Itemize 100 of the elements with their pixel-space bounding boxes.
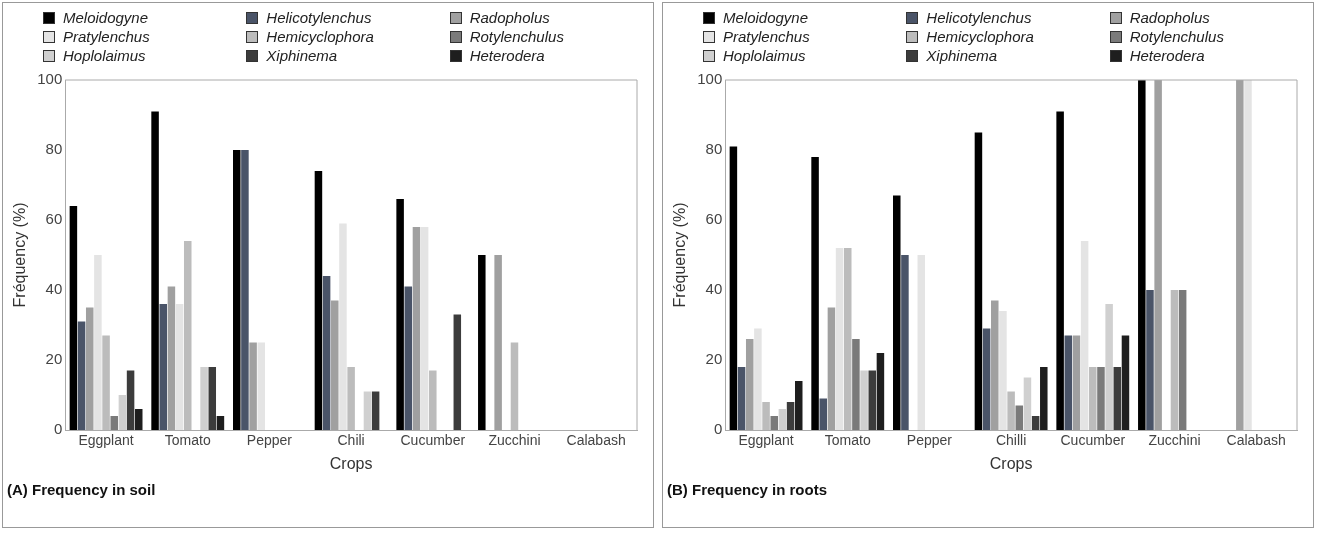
x-tick-label: Zucchini <box>1148 432 1201 449</box>
bar <box>183 241 192 430</box>
bar <box>200 367 208 430</box>
legend-label: Xiphinema <box>926 47 998 64</box>
bar <box>835 248 844 430</box>
y-tick-label: 100 <box>37 70 63 88</box>
y-tick-label: 60 <box>45 210 63 228</box>
bar <box>754 328 762 430</box>
x-axis-title: Crops <box>329 454 373 472</box>
x-tick-label: Pepper <box>906 432 953 449</box>
legend-label: Heterodera <box>469 47 545 64</box>
bar <box>762 402 770 430</box>
text: (A) Frequency in soil <box>7 481 156 499</box>
bar <box>510 342 519 430</box>
x-tick-label: Calabash <box>566 432 626 449</box>
bar <box>1040 367 1048 430</box>
x-axis-title: Crops <box>989 454 1033 472</box>
y-axis-title: Fréquency (%) <box>671 202 689 308</box>
legend-label: Hemicyclophora <box>266 28 374 45</box>
bar <box>1113 367 1122 430</box>
bar <box>134 409 143 430</box>
bar <box>1178 290 1187 430</box>
bar <box>216 416 225 430</box>
bar <box>819 398 827 430</box>
legend-label: Heterodera <box>1129 47 1205 64</box>
x-tick-label: Eggplant <box>738 432 794 449</box>
bar <box>811 157 819 430</box>
bar <box>363 391 372 430</box>
bar <box>453 314 462 430</box>
legend-label: Radopholus <box>1129 9 1210 26</box>
y-tick-label: 20 <box>45 350 63 368</box>
bar <box>429 370 437 430</box>
bar <box>396 199 404 430</box>
y-tick-label: 40 <box>705 280 723 298</box>
bar <box>786 402 795 430</box>
x-tick-label: Cucumber <box>1060 432 1126 449</box>
bar <box>77 321 86 430</box>
bar <box>1138 80 1146 430</box>
text: (B) Frequency in roots <box>667 481 828 499</box>
bar <box>102 335 110 430</box>
y-tick-label: 60 <box>705 210 723 228</box>
y-tick-label: 20 <box>705 350 723 368</box>
bar <box>69 206 78 430</box>
bar <box>868 370 877 430</box>
bar <box>852 339 860 430</box>
bar <box>208 367 217 430</box>
bar <box>110 416 118 430</box>
bar <box>347 367 355 430</box>
bar <box>314 171 323 430</box>
legend-label: Pratylenchus <box>723 28 810 45</box>
legend-label: Hoplolaimus <box>63 47 146 64</box>
bar <box>982 328 991 430</box>
legend-label: Hoplolaimus <box>723 47 806 64</box>
legend-label: Meloidogyne <box>723 9 809 26</box>
bar <box>917 255 926 430</box>
bar <box>233 150 241 430</box>
bar <box>241 150 249 430</box>
bar <box>1064 335 1073 430</box>
bar <box>770 416 778 430</box>
bar <box>126 370 135 430</box>
x-tick-label: Eggplant <box>78 432 134 449</box>
bar <box>322 276 331 430</box>
bar <box>893 195 901 430</box>
bar <box>118 395 127 430</box>
x-tick-label: Tomato <box>164 432 211 449</box>
y-tick-label: 100 <box>697 70 723 88</box>
y-tick-label: 0 <box>53 420 63 438</box>
legend-label: Xiphinema <box>266 47 338 64</box>
bar <box>1007 391 1015 430</box>
bar <box>257 342 266 430</box>
bar <box>159 304 167 430</box>
bar <box>737 367 746 430</box>
bar <box>999 311 1007 430</box>
bar <box>901 255 909 430</box>
legend-label: Hemicyclophora <box>926 28 1034 45</box>
legend-label: Helicotylenchus <box>266 9 372 26</box>
bar <box>1023 377 1032 430</box>
bar <box>371 391 380 430</box>
bar <box>1121 335 1130 430</box>
bar <box>478 255 486 430</box>
legend-label: Helicotylenchus <box>926 9 1032 26</box>
x-tick-label: Pepper <box>246 432 293 449</box>
bar <box>1244 80 1252 430</box>
x-tick-label: Zucchini <box>488 432 541 449</box>
bar <box>1056 111 1064 430</box>
bar <box>729 146 738 430</box>
bar <box>860 370 868 430</box>
legend-label: Pratylenchus <box>63 28 150 45</box>
bar <box>1146 290 1154 430</box>
legend-label: Radopholus <box>469 9 550 26</box>
bar <box>1089 367 1097 430</box>
x-tick-label: Tomato <box>824 432 871 449</box>
x-tick-label: Calabash <box>1226 432 1286 449</box>
bar <box>794 381 803 430</box>
bar <box>1015 405 1024 430</box>
bar <box>94 255 102 430</box>
bar <box>1031 416 1040 430</box>
bar <box>1097 367 1105 430</box>
bar <box>339 223 347 430</box>
legend-label: Meloidogyne <box>63 9 149 26</box>
